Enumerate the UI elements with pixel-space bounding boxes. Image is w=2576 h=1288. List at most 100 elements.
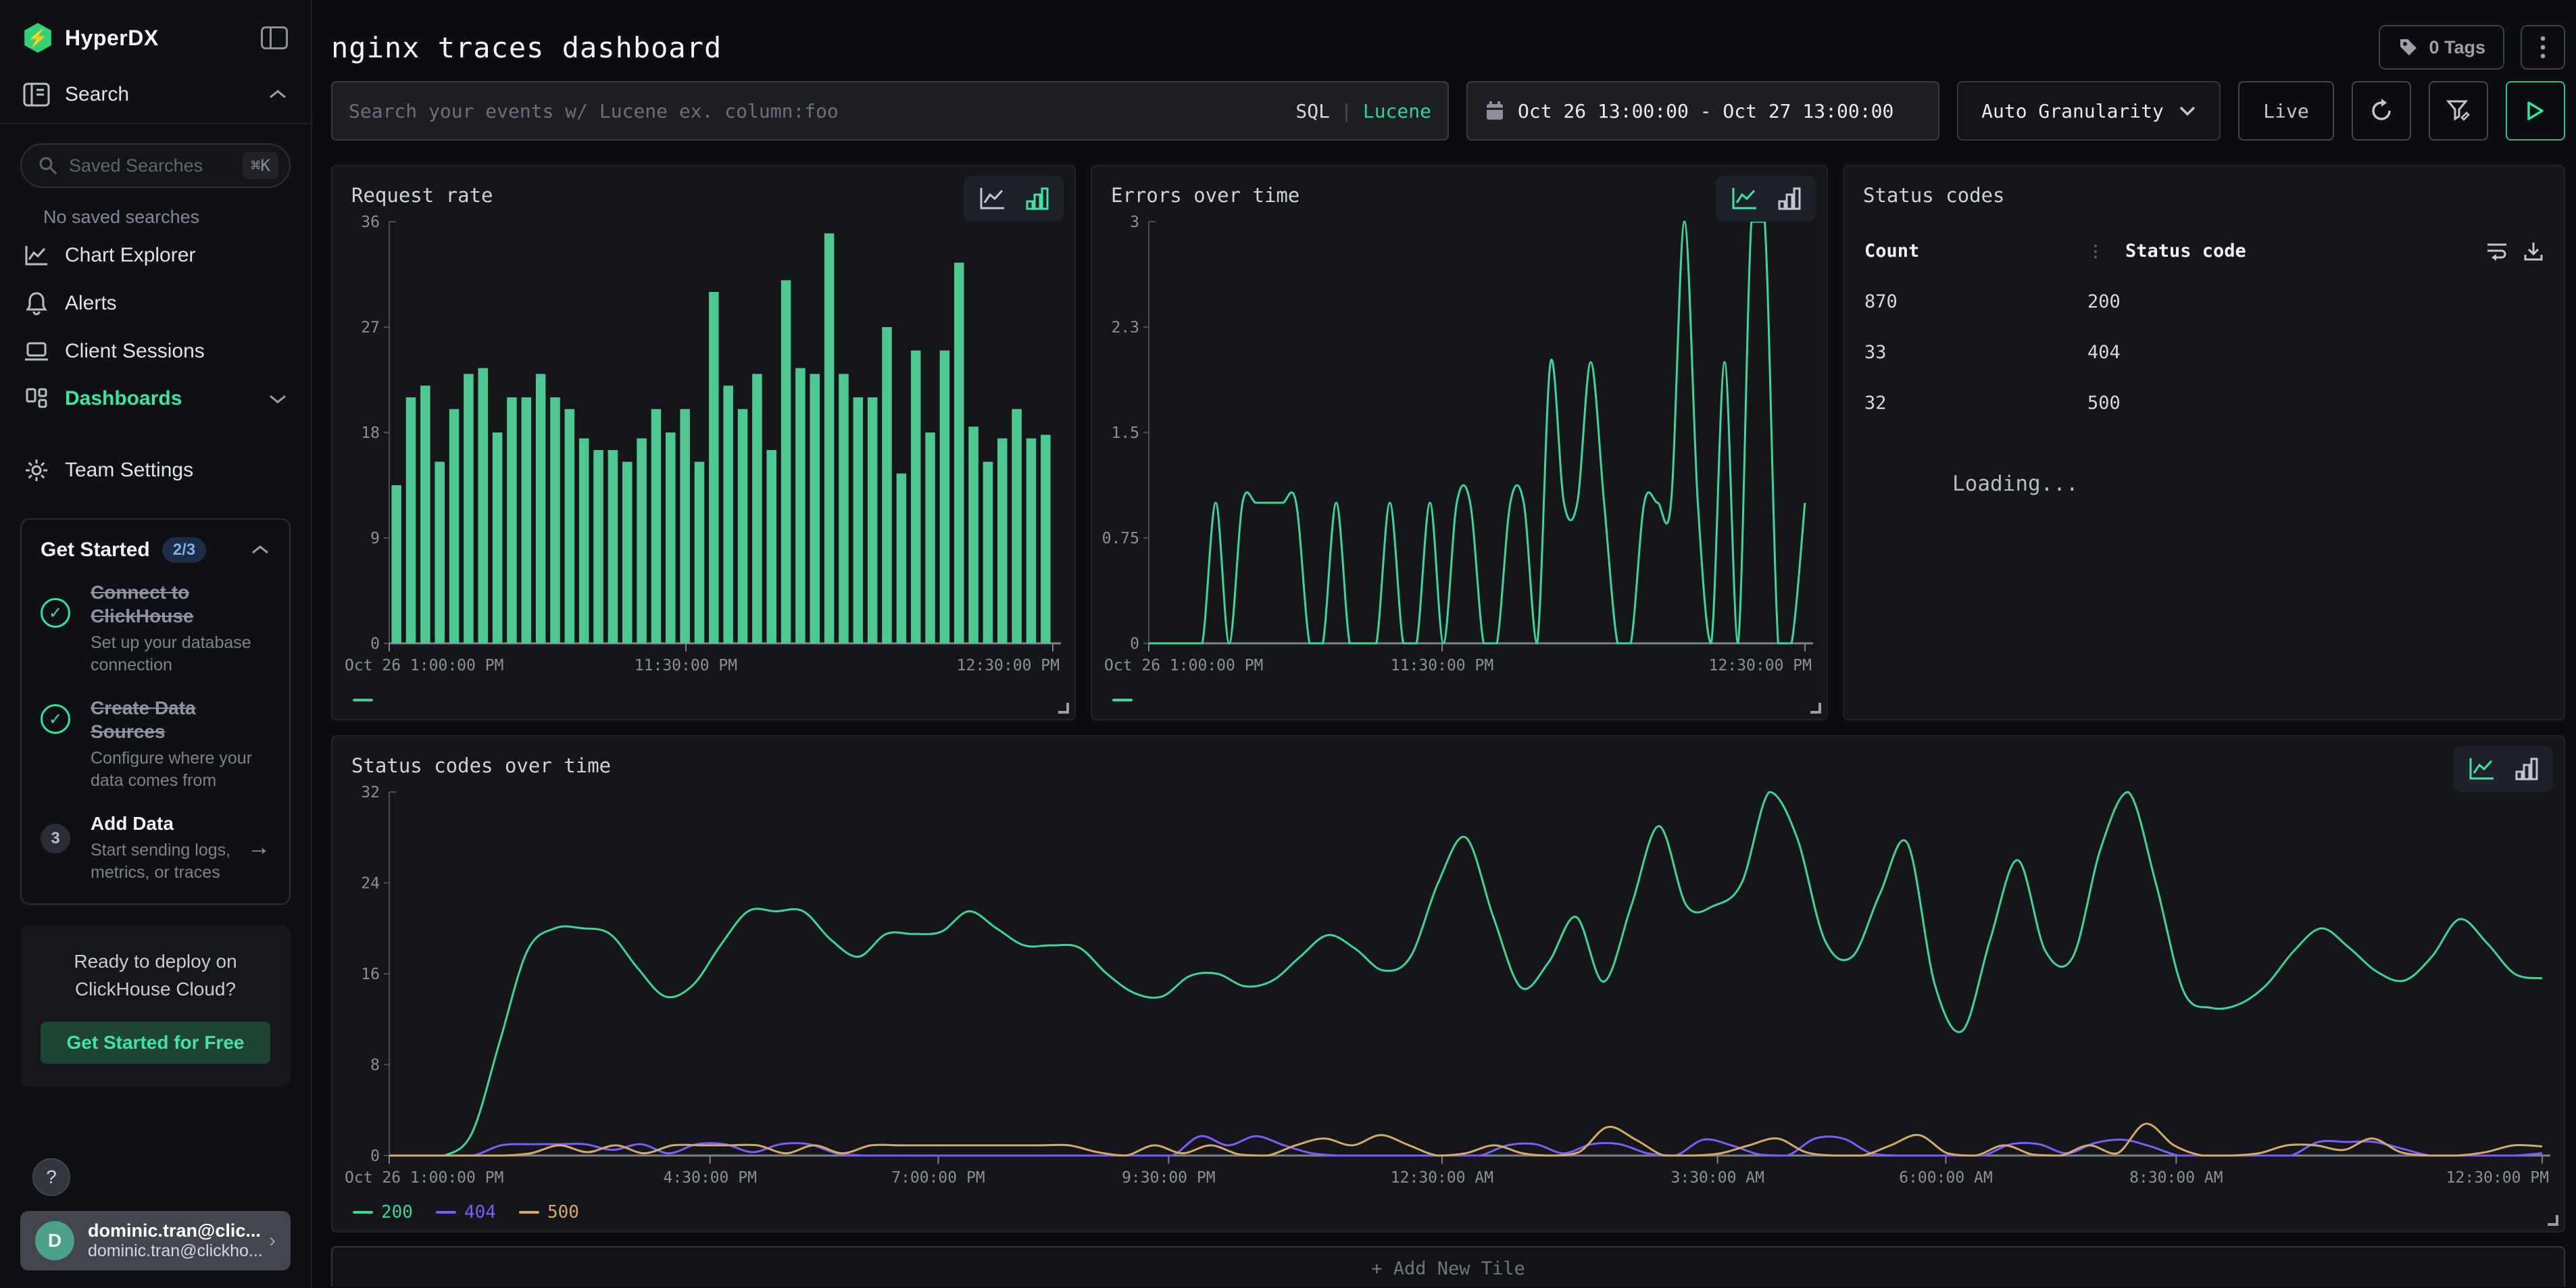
legend-dash-icon	[353, 699, 373, 701]
add-new-tile-button[interactable]: + Add New Tile	[331, 1246, 2565, 1287]
table-row[interactable]: 33404	[1864, 342, 2544, 363]
sql-toggle[interactable]: SQL	[1295, 100, 1330, 122]
svg-text:36: 36	[361, 214, 380, 231]
sidebar-item-chart-explorer[interactable]: Chart Explorer	[0, 232, 311, 279]
tags-button[interactable]: 0 Tags	[2379, 25, 2504, 70]
saved-searches-placeholder: Saved Searches	[69, 155, 243, 176]
legend-label: 500	[547, 1202, 579, 1222]
get-started-free-button[interactable]: Get Started for Free	[41, 1022, 270, 1064]
svg-text:11:30:00 PM: 11:30:00 PM	[1391, 657, 1493, 674]
wrap-lines-icon[interactable]	[2485, 241, 2508, 262]
tile-status-codes: Status codes Count ⋮ Status code 8702	[1843, 165, 2565, 720]
brand-row: ⚡ HyperDX	[0, 0, 311, 59]
resize-handle-icon[interactable]	[2548, 1215, 2558, 1226]
chart-type-toggle	[1716, 176, 1816, 222]
refresh-button[interactable]	[2352, 81, 2411, 141]
bar-chart-icon[interactable]	[2515, 757, 2538, 781]
event-search-input[interactable]	[349, 100, 1295, 122]
line-chart-icon[interactable]	[2468, 757, 2495, 781]
language-divider: |	[1341, 100, 1352, 122]
kebab-menu-button[interactable]	[2521, 25, 2565, 70]
sidebar-item-client-sessions[interactable]: Client Sessions	[0, 328, 311, 375]
resize-handle-icon[interactable]	[1058, 703, 1069, 714]
lucene-toggle[interactable]: Lucene	[1363, 100, 1431, 122]
cloud-text-line1: Ready to deploy on	[74, 951, 237, 972]
shortcut-badge: ⌘K	[243, 152, 278, 179]
cell-status-code: 500	[2087, 393, 2121, 414]
column-header-status-code[interactable]: Status code	[2125, 241, 2246, 262]
table-row[interactable]: 32500	[1864, 393, 2544, 414]
sidebar-bottom: ? D dominic.tran@clic... dominic.tran@cl…	[0, 1158, 311, 1288]
get-started-progress-badge: 2/3	[162, 537, 206, 563]
user-email: dominic.tran@clickho...	[88, 1241, 269, 1261]
legend-item[interactable]: 500	[519, 1202, 579, 1222]
bar-chart-icon[interactable]	[1778, 187, 1801, 211]
errors-over-time-chart[interactable]: 32.31.50.750Oct 26 1:00:00 PM11:30:00 PM…	[1100, 211, 1814, 680]
cell-status-code: 200	[2087, 291, 2121, 312]
chevron-down-icon[interactable]	[268, 393, 288, 405]
table-row[interactable]: 870200	[1864, 291, 2544, 312]
svg-text:12:30:00 PM: 12:30:00 PM	[2446, 1169, 2549, 1187]
get-started-step-sources[interactable]: ✓ Create Data Sources Configure where yo…	[41, 696, 270, 791]
column-drag-handle-icon[interactable]: ⋮	[2087, 242, 2102, 261]
svg-text:12:30:00 PM: 12:30:00 PM	[1709, 657, 1812, 674]
step-title: Connect to ClickHouse	[91, 580, 270, 628]
arrow-right-icon: →	[247, 812, 270, 883]
chevron-up-icon[interactable]	[250, 544, 270, 556]
get-started-step-add-data[interactable]: 3 Add Data Start sending logs, metrics, …	[41, 812, 270, 883]
step-subtitle: Configure where your data comes from	[91, 747, 270, 791]
sidebar-item-alerts[interactable]: Alerts	[0, 279, 311, 328]
sidebar-divider	[0, 123, 311, 124]
no-saved-searches-text: No saved searches	[43, 207, 311, 228]
chevron-up-icon[interactable]	[268, 89, 288, 101]
get-started-step-connect[interactable]: ✓ Connect to ClickHouse Set up your data…	[41, 580, 270, 676]
sidebar-item-team-settings[interactable]: Team Settings	[0, 447, 311, 494]
get-started-title: Get Started	[41, 539, 150, 562]
granularity-select[interactable]: Auto Granularity	[1957, 81, 2221, 141]
sidebar-collapse-icon[interactable]	[261, 26, 288, 49]
chart-type-toggle	[964, 176, 1064, 222]
live-button[interactable]: Live	[2238, 81, 2334, 141]
laptop-icon	[23, 341, 50, 362]
date-range-value: Oct 26 13:00:00 - Oct 27 13:00:00	[1518, 100, 1893, 122]
main-content: nginx traces dashboard 0 Tags SQL | Luce…	[312, 0, 2576, 1288]
sidebar-item-search[interactable]: Search	[0, 59, 311, 123]
date-range-picker[interactable]: Oct 26 13:00:00 - Oct 27 13:00:00	[1466, 81, 1939, 141]
request-rate-chart[interactable]: 36271890Oct 26 1:00:00 PM11:30:00 PM12:3…	[341, 211, 1062, 680]
help-button[interactable]: ?	[32, 1158, 70, 1196]
svg-text:9:30:00 PM: 9:30:00 PM	[1122, 1169, 1215, 1187]
saved-searches-input[interactable]: Saved Searches ⌘K	[20, 143, 291, 188]
resize-handle-icon[interactable]	[1810, 703, 1821, 714]
legend-item[interactable]	[1112, 699, 1133, 701]
legend-dash-icon	[436, 1211, 456, 1214]
svg-text:12:30:00 AM: 12:30:00 AM	[1391, 1169, 1493, 1187]
svg-text:27: 27	[361, 319, 380, 337]
event-search-box[interactable]: SQL | Lucene	[331, 81, 1449, 141]
download-icon[interactable]	[2523, 241, 2544, 262]
user-menu[interactable]: D dominic.tran@clic... dominic.tran@clic…	[20, 1211, 291, 1270]
run-query-button[interactable]	[2506, 81, 2565, 141]
line-chart-icon[interactable]	[979, 187, 1006, 211]
bar-chart-icon[interactable]	[1026, 187, 1049, 211]
tile-status-codes-over-time: Status codes over time 32241680Oct 26 1:…	[331, 735, 2565, 1233]
cell-count: 870	[1864, 291, 2087, 312]
legend-item[interactable]: 200	[353, 1202, 413, 1222]
topbar: nginx traces dashboard 0 Tags	[331, 0, 2565, 74]
line-chart-icon[interactable]	[1731, 187, 1758, 211]
column-header-count[interactable]: Count	[1864, 241, 2087, 262]
filter-button[interactable]	[2429, 81, 2488, 141]
cell-status-code: 404	[2087, 342, 2121, 363]
svg-text:6:00:00 AM: 6:00:00 AM	[1899, 1169, 1992, 1187]
svg-text:12:30:00 PM: 12:30:00 PM	[957, 657, 1060, 674]
magnifier-icon	[38, 155, 58, 176]
chart-explorer-icon	[23, 245, 50, 266]
tags-button-label: 0 Tags	[2429, 37, 2485, 58]
legend-item[interactable]: 404	[436, 1202, 496, 1222]
status-codes-over-time-chart[interactable]: 32241680Oct 26 1:00:00 PM4:30:00 PM7:00:…	[341, 781, 2552, 1193]
legend-item[interactable]	[353, 699, 373, 701]
tiles-row-1: Request rate 36271890Oct 26 1:00:00 PM11…	[331, 165, 2565, 720]
svg-text:7:00:00 PM: 7:00:00 PM	[891, 1169, 985, 1187]
sidebar-item-dashboards[interactable]: Dashboards	[0, 375, 311, 422]
clickhouse-cloud-card: Ready to deploy on ClickHouse Cloud? Get…	[20, 925, 291, 1087]
cloud-text-line2: ClickHouse Cloud?	[75, 979, 236, 999]
